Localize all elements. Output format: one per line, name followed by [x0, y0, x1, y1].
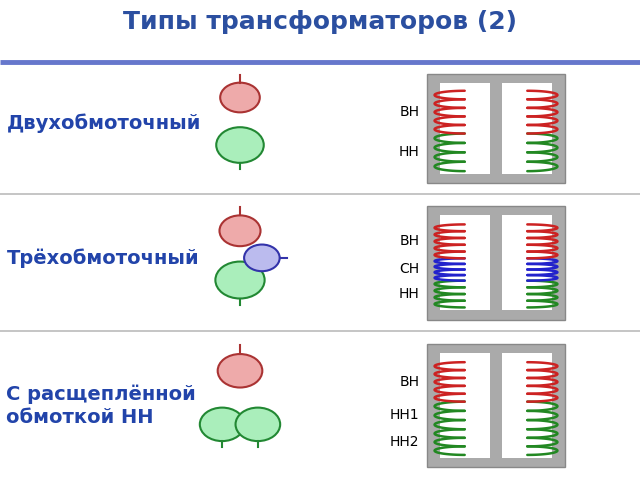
Bar [502, 353, 552, 458]
Bar [440, 83, 490, 174]
Bar [428, 206, 564, 320]
Text: НН: НН [399, 145, 420, 159]
Text: ВН: ВН [399, 375, 420, 389]
Circle shape [220, 83, 260, 112]
Circle shape [218, 354, 262, 387]
Circle shape [216, 262, 264, 299]
Bar [428, 344, 564, 468]
Bar [502, 83, 552, 174]
Circle shape [220, 216, 260, 246]
Text: ВН: ВН [399, 234, 420, 248]
Text: Типы трансформаторов (2): Типы трансформаторов (2) [123, 10, 517, 34]
Text: СН: СН [399, 263, 420, 276]
Bar [502, 216, 552, 310]
Bar [428, 73, 564, 183]
Bar [440, 353, 490, 458]
Circle shape [200, 408, 244, 441]
Circle shape [244, 244, 280, 271]
Circle shape [236, 408, 280, 441]
Text: Трёхобмоточный: Трёхобмоточный [6, 248, 199, 268]
Bar [440, 216, 490, 310]
Text: НН2: НН2 [390, 435, 420, 449]
Text: НН1: НН1 [390, 408, 420, 422]
Circle shape [216, 127, 264, 163]
Text: ВН: ВН [399, 105, 420, 119]
Text: Двухобмоточный: Двухобмоточный [6, 114, 201, 133]
Text: НН: НН [399, 287, 420, 301]
Text: С расщеплённой
обмоткой НН: С расщеплённой обмоткой НН [6, 384, 196, 427]
